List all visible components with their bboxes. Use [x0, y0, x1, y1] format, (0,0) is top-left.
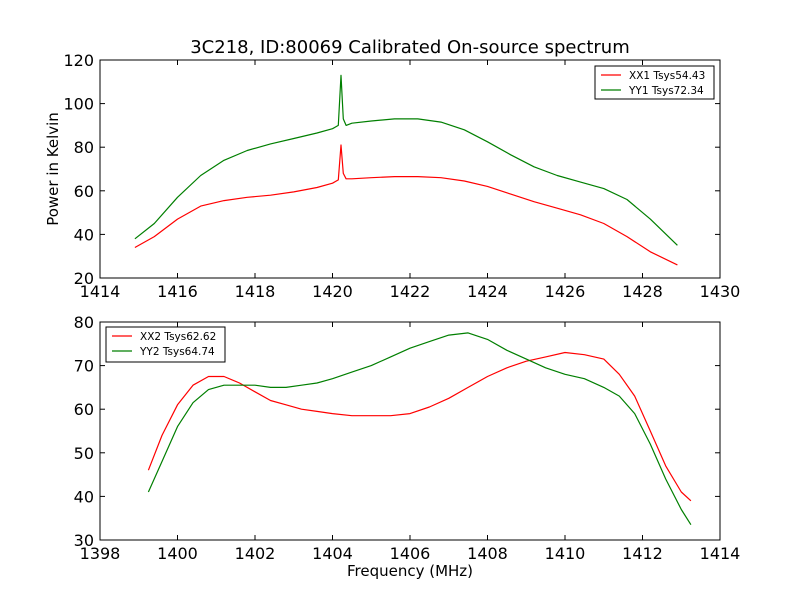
x-tick-label: 1400 [157, 544, 198, 563]
legend: XX1 Tsys54.43 YY1 Tsys72.34 [594, 65, 715, 100]
y-tick-label: 60 [74, 400, 94, 419]
y-tick-label: 120 [63, 51, 94, 70]
series-line-yy1-tsys72-34 [134, 74, 678, 246]
x-tick-label: 1420 [312, 282, 353, 301]
x-tick-label: 1418 [235, 282, 276, 301]
series-line-xx2-tsys62-62 [147, 351, 692, 502]
y-tick-label: 30 [74, 531, 94, 550]
y-tick-label: 80 [74, 138, 94, 157]
x-tick-label: 1428 [622, 282, 663, 301]
x-tick-label: 1416 [157, 282, 198, 301]
legend: XX2 Tsys62.62 YY2 Tsys64.74 [105, 326, 226, 363]
y-tick-label: 40 [74, 225, 94, 244]
x-tick-label: 1426 [545, 282, 586, 301]
bottom-spectrum-panel: 1398 1400 1402 1404 1406 1408 1410 1412 1414 30 40… [74, 313, 741, 563]
legend-entry-yy2-tsys64-74: YY2 Tsys64.74 [139, 346, 215, 358]
y-axis-label: Power in Kelvin [44, 112, 62, 226]
y-tick-label: 80 [74, 313, 94, 332]
x-tick-label: 1414 [80, 282, 121, 301]
series-line-yy2-tsys64-74 [147, 332, 692, 526]
y-tick-label: 20 [74, 269, 94, 288]
legend-box [594, 65, 715, 100]
x-tick-label: 1408 [467, 544, 508, 563]
y-tick-label: 50 [74, 444, 94, 463]
x-tick-label: 1424 [467, 282, 508, 301]
x-tick-label: 1412 [622, 544, 663, 563]
legend-box [105, 326, 226, 363]
x-tick-label: 1404 [312, 544, 353, 563]
legend-entry-xx2-tsys62-62: XX2 Tsys62.62 [140, 331, 216, 343]
y-tick-label: 40 [74, 487, 94, 506]
legend-entry-xx1-tsys54-43: XX1 Tsys54.43 [629, 70, 705, 82]
x-axis-label: Frequency (MHz) [347, 562, 473, 580]
x-tick-label: 1402 [235, 544, 276, 563]
x-tick-label: 1422 [390, 282, 431, 301]
x-tick-label: 1406 [390, 544, 431, 563]
y-tick-label: 60 [74, 182, 94, 201]
x-tick-label: 1410 [545, 544, 586, 563]
x-tick-label: 1430 [700, 282, 741, 301]
x-tick-label: 1414 [700, 544, 741, 563]
top-spectrum-panel: 1414 1416 1418 1420 1422 1424 1426 1428 1430 20 40… [63, 51, 740, 301]
y-tick-label: 100 [63, 95, 94, 114]
chart-title: 3C218, ID:80069 Calibrated On-source spe… [190, 37, 630, 58]
x-tick-label: 1398 [80, 544, 121, 563]
series-line-xx1-tsys54-43 [134, 144, 678, 266]
legend-entry-yy1-tsys72-34: YY1 Tsys72.34 [628, 85, 704, 97]
y-tick-label: 70 [74, 357, 94, 376]
